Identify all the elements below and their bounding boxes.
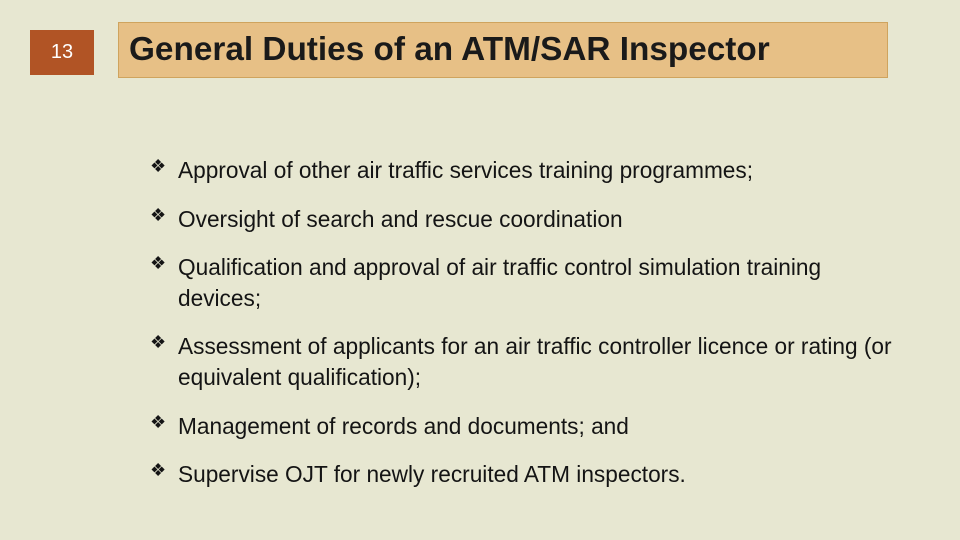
bullet-list: Approval of other air traffic services t… xyxy=(150,155,900,508)
list-item-text: Qualification and approval of air traffi… xyxy=(178,254,821,311)
list-item: Management of records and documents; and xyxy=(150,411,900,442)
list-item-text: Approval of other air traffic services t… xyxy=(178,157,753,183)
list-item: Qualification and approval of air traffi… xyxy=(150,252,900,313)
slide-title-box: General Duties of an ATM/SAR Inspector xyxy=(118,22,888,78)
slide: 13 General Duties of an ATM/SAR Inspecto… xyxy=(0,0,960,540)
list-item-text: Supervise OJT for newly recruited ATM in… xyxy=(178,461,686,487)
list-item: Approval of other air traffic services t… xyxy=(150,155,900,186)
list-item-text: Oversight of search and rescue coordinat… xyxy=(178,206,623,232)
list-item: Assessment of applicants for an air traf… xyxy=(150,331,900,392)
list-item-text: Management of records and documents; and xyxy=(178,413,629,439)
slide-title: General Duties of an ATM/SAR Inspector xyxy=(129,31,770,69)
list-item-text: Assessment of applicants for an air traf… xyxy=(178,333,892,390)
page-number-badge: 13 xyxy=(30,30,94,75)
page-number: 13 xyxy=(51,41,73,64)
list-item: Oversight of search and rescue coordinat… xyxy=(150,204,900,235)
list-item: Supervise OJT for newly recruited ATM in… xyxy=(150,459,900,490)
